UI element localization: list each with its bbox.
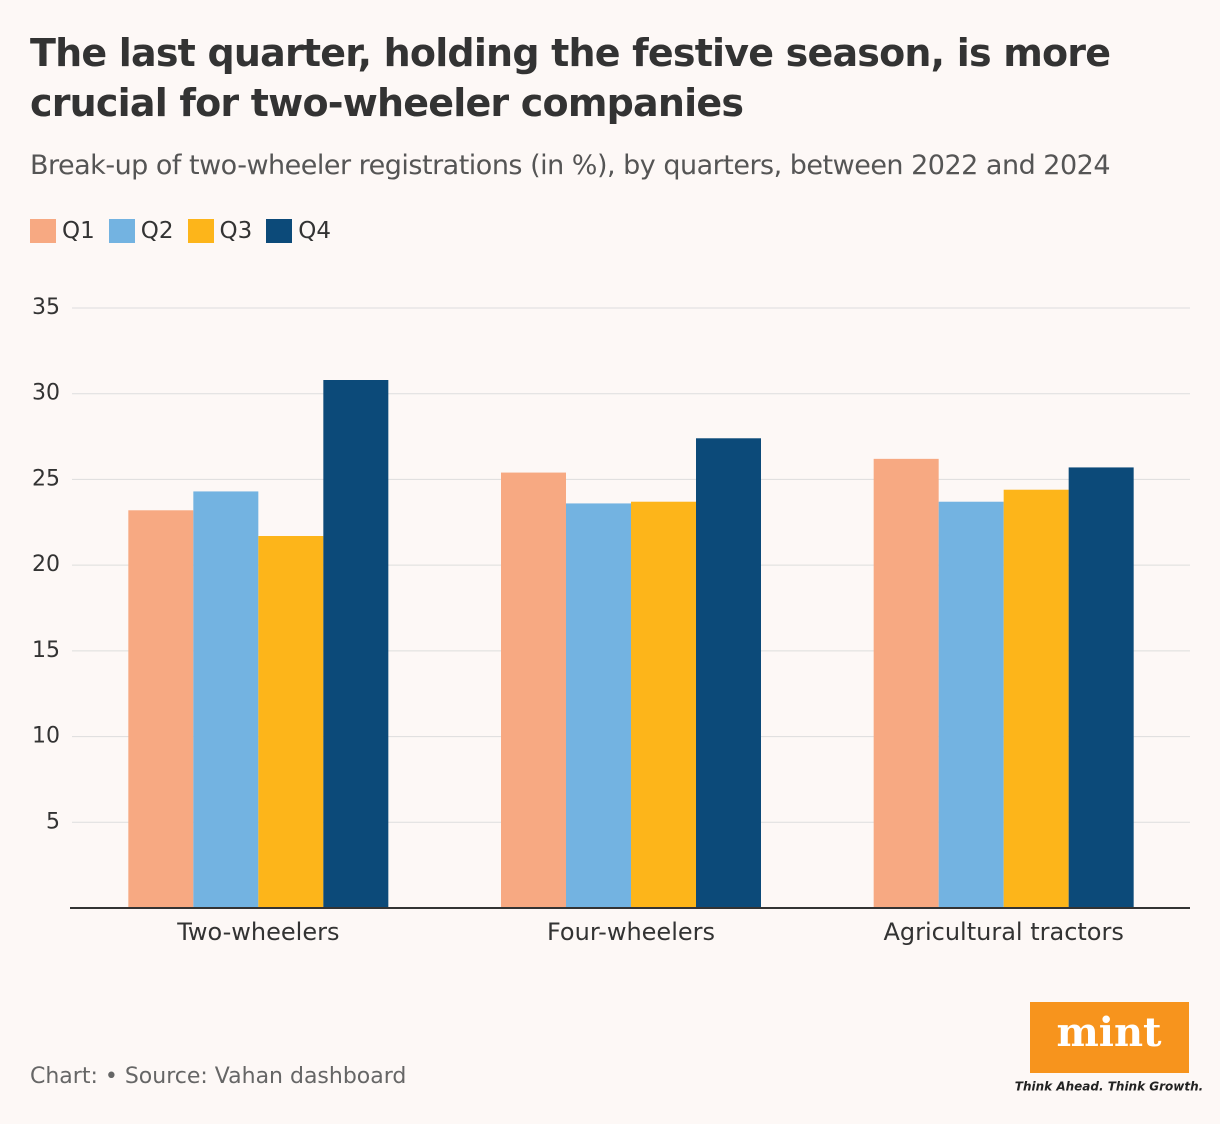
bar (566, 503, 631, 908)
chart-subtitle: Break-up of two-wheeler registrations (i… (30, 150, 1111, 181)
bar (938, 501, 1004, 908)
legend-label: Q3 (219, 218, 253, 244)
logo-box (1030, 1002, 1189, 1073)
legend-item: Q4 (266, 218, 331, 244)
legend-item: Q3 (187, 218, 253, 244)
legend-swatch (108, 219, 135, 243)
bar (128, 510, 194, 908)
legend-label: Q2 (140, 218, 174, 244)
bar (696, 438, 761, 908)
chart-title: The last quarter, holding the festive se… (30, 31, 1111, 125)
legend-swatch (30, 219, 56, 243)
y-tick-label: 25 (32, 466, 60, 491)
legend: Q1 Q2 Q3 Q4 (30, 218, 337, 244)
bar (193, 491, 259, 908)
legend-label: Q4 (298, 218, 331, 244)
bar (258, 536, 324, 908)
legend-item: Q1 (30, 218, 95, 244)
y-tick-label: 30 (32, 381, 60, 406)
logo: mint (1056, 1009, 1162, 1056)
bar (1068, 467, 1134, 908)
y-tick-label: 20 (32, 552, 60, 577)
y-tick-label: 5 (46, 809, 60, 834)
logo-tagline: Think Ahead. Think Growth. (1015, 1080, 1203, 1094)
y-tick-label: 35 (32, 295, 60, 320)
legend-label: Q1 (62, 218, 95, 244)
source: Chart: • Source: Vahan dashboard (30, 1064, 406, 1089)
bar (501, 472, 566, 908)
bar (323, 380, 389, 908)
legend-item: Q2 (108, 218, 174, 244)
y-tick-label: 10 (32, 724, 60, 749)
bar (873, 458, 939, 908)
legend-swatch (266, 219, 293, 243)
legend-swatch (187, 219, 214, 243)
x-tick-label: Two-wheelers (176, 918, 339, 946)
x-tick-label: Four-wheelers (547, 918, 715, 946)
y-tick-label: 15 (32, 638, 60, 663)
x-tick-label: Agricultural tractors (883, 918, 1123, 946)
bar (631, 501, 696, 908)
bar (1003, 489, 1069, 908)
